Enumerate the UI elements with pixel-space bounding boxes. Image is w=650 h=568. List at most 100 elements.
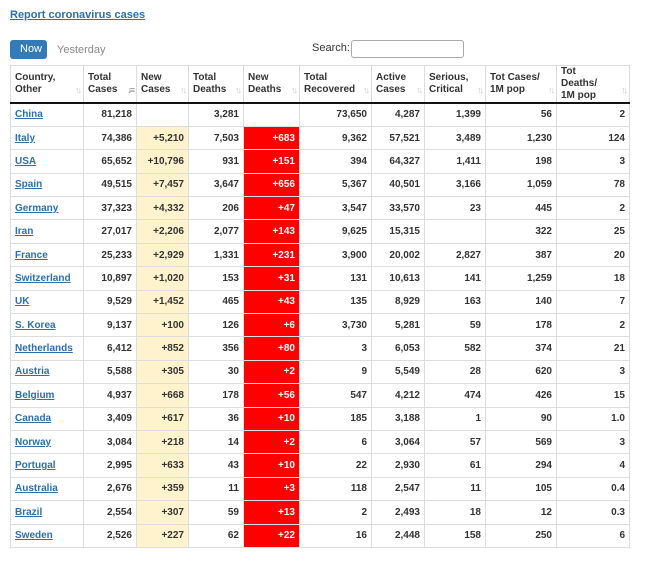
- col-header-serious-critical[interactable]: Serious, Critical ↑↓: [424, 65, 486, 104]
- cell-country: Belgium: [10, 383, 84, 408]
- cell-tot-deaths-per-1m: 3: [556, 149, 630, 174]
- sort-desc-icon: ↓≡: [127, 85, 135, 95]
- cases-table-container: Country, Other ↑↓ Total Cases ↓≡ New Cases…: [10, 65, 630, 548]
- country-link[interactable]: Canada: [15, 413, 52, 425]
- cell-new-deaths: +22: [243, 523, 300, 548]
- cell-total-deaths: 465: [188, 289, 244, 315]
- cell-serious-critical: 474: [424, 383, 486, 408]
- country-link[interactable]: USA: [15, 155, 37, 167]
- cell-total-cases: 3,409: [83, 406, 137, 431]
- country-link[interactable]: Italy: [15, 132, 36, 144]
- country-link[interactable]: Germany: [15, 202, 59, 214]
- table-row: Belgium 4,937 +668 178 +56 547 4,212 474 426 15: [10, 383, 630, 408]
- country-link[interactable]: Norway: [15, 436, 52, 448]
- country-link[interactable]: Belgium: [15, 389, 55, 401]
- cell-active-cases: 57,521: [371, 125, 425, 151]
- cell-new-deaths: +13: [243, 500, 300, 525]
- country-link[interactable]: Iran: [15, 226, 34, 238]
- cell-total-cases: 6,412: [83, 336, 137, 361]
- report-cases-link[interactable]: Report coronavirus cases: [10, 9, 146, 21]
- cell-active-cases: 2,547: [371, 476, 425, 502]
- col-header-label: Total Cases: [88, 72, 118, 95]
- cell-country: Brazil: [10, 500, 84, 525]
- cell-total-deaths: 178: [188, 383, 244, 408]
- cell-active-cases: 3,064: [371, 429, 425, 455]
- table-row: Germany 37,323 +4,332 206 +47 3,547 33,570 23 44…: [10, 196, 630, 221]
- tab-now[interactable]: Now: [10, 40, 47, 59]
- col-header-new-deaths[interactable]: New Deaths ↑↓: [243, 65, 300, 104]
- col-header-country[interactable]: Country, Other ↑↓: [10, 65, 84, 104]
- country-link[interactable]: Brazil: [15, 506, 43, 518]
- cell-total-deaths: 59: [188, 500, 244, 525]
- cell-total-recovered: 3: [299, 336, 372, 361]
- search-input[interactable]: [351, 40, 464, 58]
- sort-arrows-icon: ↑↓: [477, 85, 484, 95]
- country-link[interactable]: Austria: [15, 366, 50, 378]
- cell-new-deaths: +31: [243, 266, 300, 291]
- cell-tot-cases-per-1m: 105: [485, 476, 557, 502]
- cell-active-cases: 6,053: [371, 336, 425, 361]
- table-row: UK 9,529 +1,452 465 +43 135 8,929 163 140 7: [10, 289, 630, 315]
- cell-serious-critical: 3,166: [424, 172, 486, 198]
- country-link[interactable]: Australia: [15, 483, 58, 495]
- country-link[interactable]: Switzerland: [15, 272, 71, 284]
- table-row: Australia 2,676 +359 11 +3 118 2,547 11 105 0.4: [10, 476, 630, 502]
- col-header-label: Tot Deaths/ 1M pop: [561, 66, 598, 101]
- cell-serious-critical: 61: [424, 453, 486, 478]
- country-link[interactable]: Portugal: [15, 460, 56, 472]
- cell-tot-cases-per-1m: 569: [485, 429, 557, 455]
- cell-total-cases: 3,084: [83, 429, 137, 455]
- table-row: China 81,218 3,281 73,650 4,287 1,399 56 2: [10, 102, 630, 127]
- country-link[interactable]: Netherlands: [15, 343, 73, 355]
- cell-total-recovered: 16: [299, 523, 372, 548]
- country-link[interactable]: Sweden: [15, 530, 53, 542]
- cell-new-deaths: +2: [243, 429, 300, 455]
- table-row: Norway 3,084 +218 14 +2 6 3,064 57 569 3: [10, 429, 630, 455]
- cell-active-cases: 8,929: [371, 289, 425, 315]
- cell-total-deaths: 36: [188, 406, 244, 431]
- cell-tot-cases-per-1m: 56: [485, 102, 557, 127]
- country-link[interactable]: UK: [15, 296, 30, 308]
- cell-tot-deaths-per-1m: 0.4: [556, 476, 630, 502]
- cell-total-deaths: 931: [188, 149, 244, 174]
- cell-new-deaths: +47: [243, 196, 300, 221]
- cell-new-deaths: +6: [243, 313, 300, 338]
- sort-arrows-icon: ↑↓: [235, 85, 242, 95]
- cell-total-deaths: 30: [188, 359, 244, 385]
- col-header-active-cases[interactable]: Active Cases ↑↓: [371, 65, 425, 104]
- cell-serious-critical: 3,489: [424, 125, 486, 151]
- country-link[interactable]: France: [15, 249, 48, 261]
- cell-country: Italy: [10, 125, 84, 151]
- cell-tot-deaths-per-1m: 2: [556, 313, 630, 338]
- col-header-total-recovered[interactable]: Total Recovered ↑↓: [299, 65, 372, 104]
- cell-total-recovered: 73,650: [299, 102, 372, 127]
- cell-total-recovered: 22: [299, 453, 372, 478]
- cell-tot-cases-per-1m: 1,230: [485, 125, 557, 151]
- col-header-total-deaths[interactable]: Total Deaths ↑↓: [188, 65, 244, 104]
- cell-country: China: [10, 102, 84, 127]
- col-header-tot-deaths-per-1m[interactable]: Tot Deaths/ 1M pop ↑↓: [556, 65, 630, 104]
- table-row: Netherlands 6,412 +852 356 +80 3 6,053 582 374 21: [10, 336, 630, 361]
- tab-yesterday[interactable]: Yesterday: [57, 43, 106, 56]
- cell-country: Sweden: [10, 523, 84, 548]
- cell-total-deaths: 153: [188, 266, 244, 291]
- cell-total-recovered: 185: [299, 406, 372, 431]
- cell-tot-cases-per-1m: 12: [485, 500, 557, 525]
- col-header-total-cases[interactable]: Total Cases ↓≡: [83, 65, 137, 104]
- cell-active-cases: 2,448: [371, 523, 425, 548]
- country-link[interactable]: S. Korea: [15, 319, 56, 331]
- col-header-new-cases[interactable]: New Cases ↑↓: [136, 65, 189, 104]
- cell-total-cases: 5,588: [83, 359, 137, 385]
- cell-tot-deaths-per-1m: 7: [556, 289, 630, 315]
- cell-country: Germany: [10, 196, 84, 221]
- sort-arrows-icon: ↑↓: [363, 85, 370, 95]
- cell-tot-deaths-per-1m: 21: [556, 336, 630, 361]
- cell-total-cases: 2,676: [83, 476, 137, 502]
- cell-active-cases: 2,493: [371, 500, 425, 525]
- col-header-tot-cases-per-1m[interactable]: Tot Cases/ 1M pop ↑↓: [485, 65, 557, 104]
- country-link[interactable]: Spain: [15, 179, 43, 191]
- country-link[interactable]: China: [15, 109, 43, 121]
- cell-total-deaths: 206: [188, 196, 244, 221]
- cell-new-cases: +2,929: [136, 242, 189, 268]
- cell-new-cases: +359: [136, 476, 189, 502]
